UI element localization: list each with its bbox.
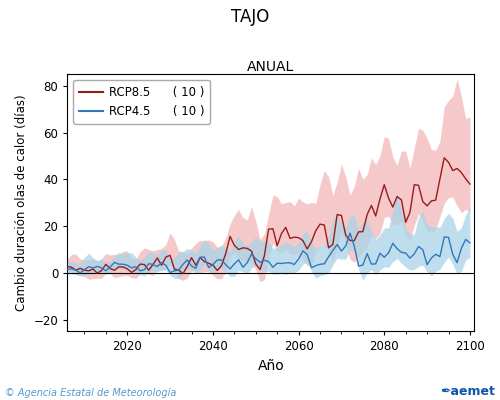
Title: ANUAL: ANUAL [247, 60, 294, 74]
Y-axis label: Cambio duración olas de calor (días): Cambio duración olas de calor (días) [15, 94, 28, 311]
Text: ✒aemet: ✒aemet [440, 385, 495, 398]
X-axis label: Año: Año [258, 359, 284, 373]
Legend: RCP8.5      ( 10 ), RCP4.5      ( 10 ): RCP8.5 ( 10 ), RCP4.5 ( 10 ) [73, 80, 210, 124]
Text: TAJO: TAJO [231, 8, 269, 26]
Text: © Agencia Estatal de Meteorología: © Agencia Estatal de Meteorología [5, 388, 176, 398]
